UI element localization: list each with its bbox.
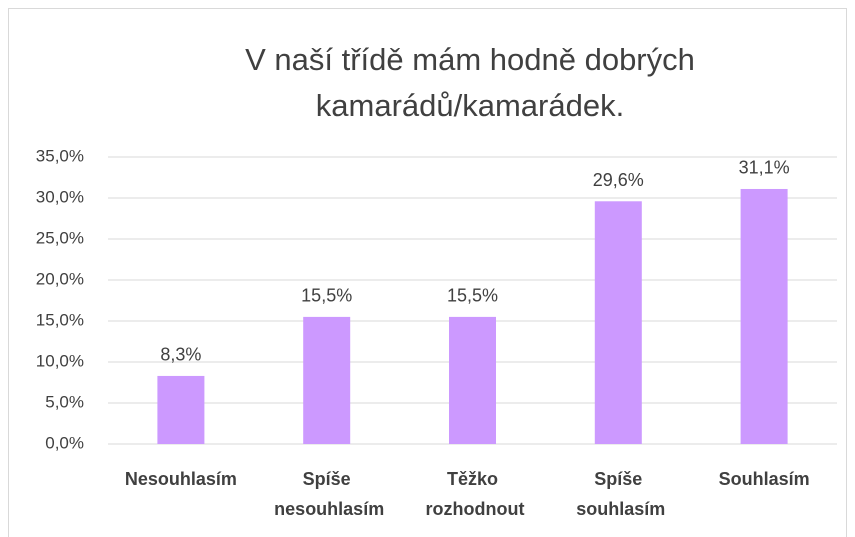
y-tick-label: 10,0% (36, 351, 84, 370)
bar (449, 316, 496, 444)
y-tick-label: 20,0% (36, 269, 84, 288)
bar (594, 201, 642, 444)
chart-border (8, 8, 847, 537)
x-tick-label: Spíše souhlasím (571, 469, 665, 519)
bar (157, 375, 205, 444)
x-tick-label: Spíše nesouhlasím (269, 469, 384, 519)
data-label: 31,1% (739, 158, 790, 178)
x-tick-label: Souhlasím (719, 469, 810, 489)
y-tick-label: 35,0% (36, 146, 84, 165)
data-label: 29,6% (593, 170, 644, 190)
data-label: 15,5% (447, 286, 498, 306)
y-tick-label: 0,0% (45, 433, 84, 452)
bar (303, 316, 351, 444)
x-tick-label: Těžko rozhodnout (421, 469, 525, 519)
y-tick-label: 25,0% (36, 228, 84, 247)
data-label: 15,5% (301, 286, 352, 306)
y-tick-label: 15,0% (36, 310, 84, 329)
y-tick-label: 30,0% (36, 187, 84, 206)
chart-title: kamarádů/kamarádek. (316, 88, 624, 123)
bar (740, 188, 788, 444)
data-label: 8,3% (160, 345, 201, 365)
y-tick-label: 5,0% (45, 392, 84, 411)
chart-title: V naší třídě mám hodně dobrých (245, 42, 695, 77)
x-tick-label: Nesouhlasím (125, 469, 237, 489)
